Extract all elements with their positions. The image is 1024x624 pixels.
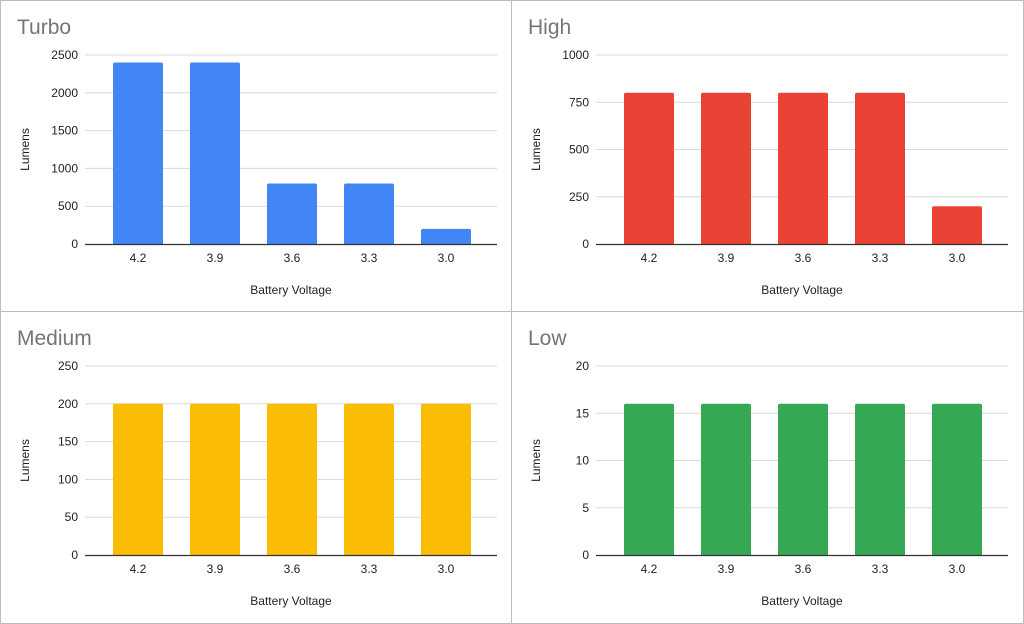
x-tick-label: 4.2 [130,251,147,265]
x-tick-label: 3.9 [207,251,224,265]
x-axis-title: Battery Voltage [250,283,332,297]
y-tick-label: 250 [58,359,78,373]
y-tick-label: 200 [58,397,78,411]
bar [932,403,982,555]
bar [267,403,317,555]
x-tick-label: 3.3 [361,562,378,576]
x-axis-title: Battery Voltage [250,594,332,608]
y-tick-label: 20 [576,359,590,373]
y-tick-label: 2500 [51,48,78,62]
y-tick-label: 0 [582,548,589,562]
y-tick-label: 500 [58,199,78,213]
x-tick-label: 3.6 [284,251,301,265]
y-tick-label: 1000 [562,48,589,62]
y-tick-label: 15 [576,406,590,420]
bar [701,403,751,555]
y-tick-label: 0 [582,237,589,251]
chart-svg: High 0 250 500 750 1000 4.2 3.9 3.6 3.3 3.0 Battery… [528,16,1008,297]
chart-panel-high: High 0 250 500 750 1000 4.2 3.9 3.6 3.3 3.0 Battery… [512,1,1023,312]
x-tick-label: 3.6 [795,251,812,265]
x-tick-label: 3.6 [795,562,812,576]
x-tick-label: 3.3 [361,251,378,265]
y-tick-label: 10 [576,454,590,468]
x-axis-title: Battery Voltage [761,594,843,608]
x-tick-label: 4.2 [641,562,658,576]
x-tick-label: 4.2 [641,251,658,265]
bar [421,403,471,555]
chart-svg: Medium 0 50 100 150 200 250 4.2 3.9 3.6 3.3 3.0 Batt… [17,327,497,608]
y-tick-label: 150 [58,435,78,449]
chart-title: Turbo [17,16,71,39]
x-tick-label: 3.3 [872,251,889,265]
bar [778,92,828,244]
x-tick-label: 3.3 [872,562,889,576]
y-tick-label: 0 [71,237,78,251]
x-tick-label: 3.0 [438,562,455,576]
bar [421,228,471,244]
bar [344,403,394,555]
y-axis-title: Lumens [18,128,32,171]
chart-svg: Turbo 0 500 1000 1500 2000 2500 4.2 3.9 3.6 3.3 3.0… [17,16,497,297]
bar [190,62,240,245]
x-tick-label: 3.0 [438,251,455,265]
chart-title: Low [528,327,567,350]
y-tick-label: 250 [569,190,589,204]
y-tick-label: 0 [71,548,78,562]
chart-svg: Low 0 5 10 15 20 4.2 3.9 3.6 3.3 3.0 Battery Voltag… [528,327,1008,608]
bar [190,403,240,555]
y-axis-title: Lumens [529,439,543,482]
bar [113,403,163,555]
x-tick-label: 4.2 [130,562,147,576]
bar [267,183,317,244]
y-axis-title: Lumens [529,128,543,171]
bar [932,206,982,244]
chart-title: High [528,16,571,39]
bar [701,92,751,244]
x-tick-label: 3.6 [284,562,301,576]
y-tick-label: 1500 [51,124,78,138]
chart-title: Medium [17,327,92,350]
bar [113,62,163,245]
y-tick-label: 50 [65,510,79,524]
chart-panel-low: Low 0 5 10 15 20 4.2 3.9 3.6 3.3 3.0 Battery Voltag… [512,312,1023,623]
bar [344,183,394,244]
y-tick-label: 5 [582,501,589,515]
x-tick-label: 3.9 [718,562,735,576]
chart-panel-medium: Medium 0 50 100 150 200 250 4.2 3.9 3.6 3.3 3.0 Batt… [1,312,512,623]
bar [778,403,828,555]
y-tick-label: 500 [569,143,589,157]
y-tick-label: 1000 [51,161,78,175]
bar [624,92,674,244]
x-tick-label: 3.9 [718,251,735,265]
y-tick-label: 750 [569,95,589,109]
x-axis-title: Battery Voltage [761,283,843,297]
bar [855,403,905,555]
y-axis-title: Lumens [18,439,32,482]
chart-panel-turbo: Turbo 0 500 1000 1500 2000 2500 4.2 3.9 3.6 3.3 3.0… [1,1,512,312]
x-tick-label: 3.9 [207,562,224,576]
bar [624,403,674,555]
y-tick-label: 2000 [51,86,78,100]
x-tick-label: 3.0 [949,562,966,576]
bar [855,92,905,244]
y-tick-label: 100 [58,472,78,486]
x-tick-label: 3.0 [949,251,966,265]
